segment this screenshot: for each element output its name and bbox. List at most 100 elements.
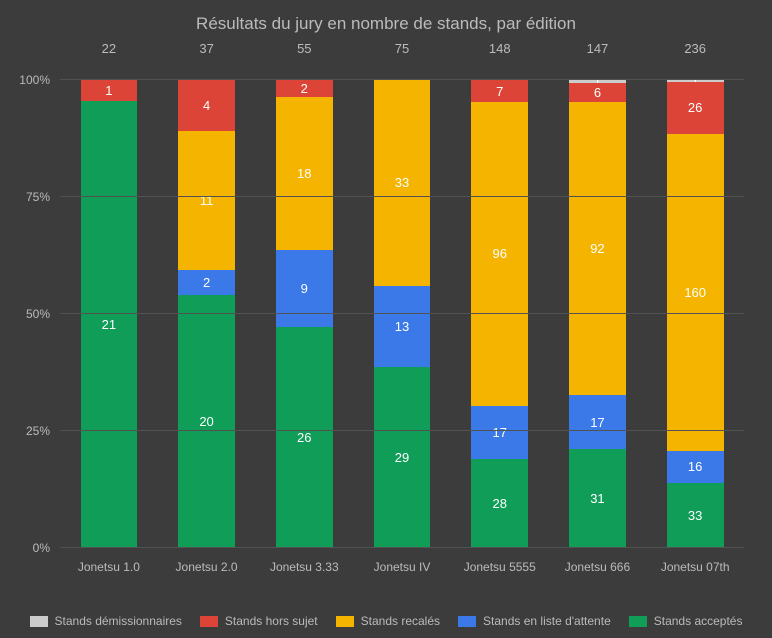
bar-total: 147	[587, 41, 609, 56]
bar-segment: 1	[81, 80, 138, 101]
bar-slot: 21122Jonetsu 1.0	[60, 80, 158, 548]
bar-segment: 33	[374, 80, 431, 286]
bar: 28 17 96 7	[471, 80, 528, 548]
x-axis-label: Jonetsu 07th	[661, 560, 730, 574]
bar-total: 22	[102, 41, 116, 56]
bar-slot: 20211437Jonetsu 2.0	[158, 80, 256, 548]
legend-swatch	[336, 616, 354, 627]
legend-item: Stands en liste d'attente	[458, 614, 611, 628]
bar-segment: 13	[374, 286, 431, 367]
bar-segment: 20	[178, 295, 235, 548]
bar-segment: 2	[178, 270, 235, 295]
legend-item: Stands acceptés	[629, 614, 743, 628]
plot-area: 21122Jonetsu 1.020211437Jonetsu 2.026918…	[60, 80, 744, 548]
legend-item: Stands démissionnaires	[30, 614, 182, 628]
bar: 20 2 11 4	[178, 80, 235, 548]
stacked-bar-chart: Résultats du jury en nombre de stands, p…	[0, 0, 772, 638]
legend-swatch	[30, 616, 48, 627]
bars-container: 21122Jonetsu 1.020211437Jonetsu 2.026918…	[60, 80, 744, 548]
segment-value: 33	[688, 508, 702, 523]
bar-segment: 4	[178, 80, 235, 131]
legend-label: Stands acceptés	[654, 614, 743, 628]
legend-swatch	[629, 616, 647, 627]
bar-segment: 26	[276, 327, 333, 548]
bar-segment: 9	[276, 250, 333, 327]
bar-segment: 29	[374, 367, 431, 548]
bar: 26 9 18 2	[276, 80, 333, 548]
segment-value: 31	[590, 491, 604, 506]
bar-segment: 92	[569, 102, 626, 395]
bar-segment: 6	[569, 83, 626, 102]
bar-segment: 17	[471, 406, 528, 460]
bar-segment: 21	[81, 101, 138, 548]
bar-segment: 2	[276, 80, 333, 97]
bar-segment: 16	[667, 451, 724, 483]
y-axis-label: 50%	[26, 307, 50, 321]
bar-segment: 96	[471, 102, 528, 406]
bar-segment: 18	[276, 97, 333, 250]
bar: 29 13 33	[374, 80, 431, 548]
bar: 31179261	[569, 80, 626, 548]
x-axis-label: Jonetsu 3.33	[270, 560, 339, 574]
segment-value: 7	[496, 84, 503, 99]
bar-slot: 29133375Jonetsu IV	[353, 80, 451, 548]
segment-value: 9	[301, 281, 308, 296]
bar-segment: 33	[667, 483, 724, 548]
legend-swatch	[458, 616, 476, 627]
segment-value: 6	[594, 85, 601, 100]
bar-segment: 26	[667, 82, 724, 134]
bar-total: 55	[297, 41, 311, 56]
legend-swatch	[200, 616, 218, 627]
y-axis-label: 100%	[19, 73, 50, 87]
segment-value: 29	[395, 450, 409, 465]
y-axis-label: 0%	[33, 541, 50, 555]
x-axis-label: Jonetsu 5555	[464, 560, 536, 574]
segment-value: 4	[203, 98, 210, 113]
legend-label: Stands démissionnaires	[55, 614, 182, 628]
bar-total: 37	[199, 41, 213, 56]
bar-segment: 160	[667, 134, 724, 451]
segment-value: 17	[590, 415, 604, 430]
segment-value: 1	[105, 83, 112, 98]
segment-value: 28	[492, 496, 506, 511]
segment-value: 96	[492, 246, 506, 261]
segment-value: 2	[203, 275, 210, 290]
y-axis-label: 75%	[26, 190, 50, 204]
segment-value: 17	[492, 425, 506, 440]
x-axis-label: Jonetsu IV	[374, 560, 431, 574]
gridline: 50%	[60, 313, 744, 314]
y-axis-label: 25%	[26, 424, 50, 438]
x-axis-label: Jonetsu 1.0	[78, 560, 140, 574]
legend-label: Stands recalés	[361, 614, 440, 628]
gridline: 0%	[60, 547, 744, 548]
x-axis-label: Jonetsu 666	[565, 560, 630, 574]
segment-value: 11	[200, 193, 214, 208]
bar-slot: 31179261147Jonetsu 666	[549, 80, 647, 548]
bar-total: 148	[489, 41, 511, 56]
legend-label: Stands hors sujet	[225, 614, 318, 628]
bar-slot: 2817967148Jonetsu 5555	[451, 80, 549, 548]
segment-value: 33	[395, 175, 409, 190]
bar-slot: 3316160261236Jonetsu 07th	[646, 80, 744, 548]
chart-title: Résultats du jury en nombre de stands, p…	[0, 0, 772, 40]
segment-value: 21	[102, 317, 116, 332]
bar-segment: 28	[471, 459, 528, 548]
segment-value: 18	[297, 166, 311, 181]
segment-value: 20	[199, 414, 213, 429]
legend-item: Stands hors sujet	[200, 614, 318, 628]
bar-segment: 7	[471, 80, 528, 102]
gridline: 75%	[60, 196, 744, 197]
bar-slot: 26918255Jonetsu 3.33	[255, 80, 353, 548]
bar: 3316160261	[667, 80, 724, 548]
segment-value: 92	[590, 241, 604, 256]
segment-value: 13	[395, 319, 409, 334]
gridline: 25%	[60, 430, 744, 431]
legend-label: Stands en liste d'attente	[483, 614, 611, 628]
segment-value: 16	[688, 459, 702, 474]
bar-segment: 31	[569, 449, 626, 548]
bar-total: 75	[395, 41, 409, 56]
segment-value: 2	[301, 81, 308, 96]
segment-value: 160	[684, 285, 706, 300]
bar-segment: 17	[569, 395, 626, 449]
bar-segment: 11	[178, 131, 235, 270]
